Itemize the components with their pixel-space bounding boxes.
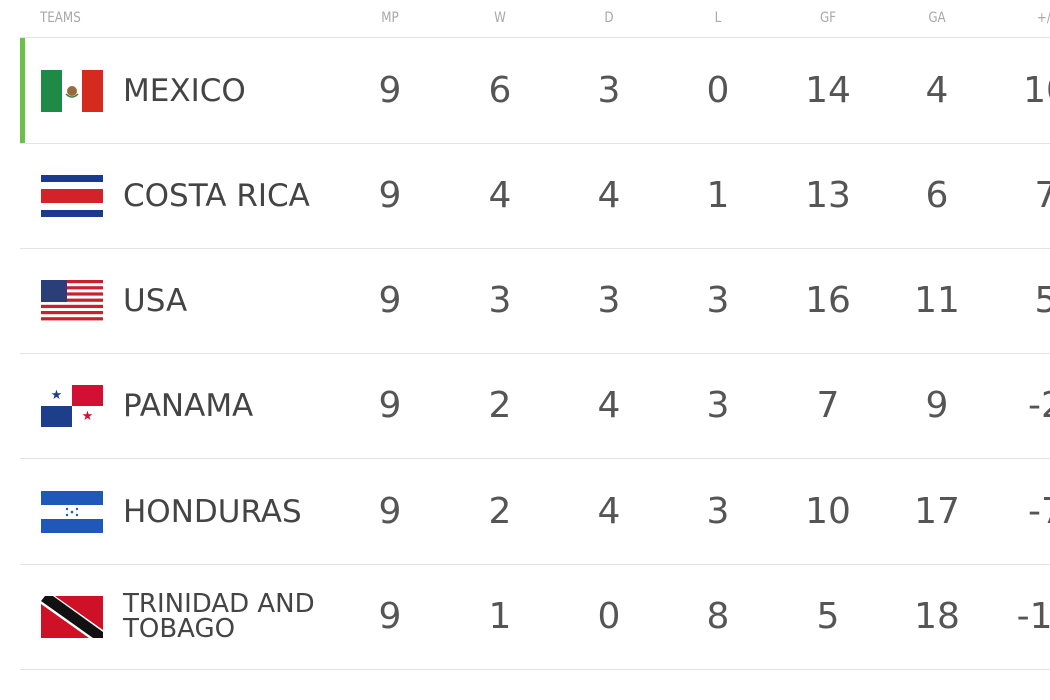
- stat-cell: 0: [706, 70, 730, 111]
- stat-cell: 9: [378, 491, 402, 532]
- stat-cell: 0: [597, 596, 621, 637]
- team-name: MEXICO: [123, 72, 246, 109]
- stat-cell: 18: [914, 596, 960, 637]
- column-header: W: [494, 10, 506, 26]
- stat-cell: 10: [805, 491, 851, 532]
- stat-cell: 9: [378, 596, 402, 637]
- team-name: TRINIDAD AND TOBAGO: [123, 588, 315, 644]
- column-header: MP: [381, 10, 399, 26]
- stat-cell: 10: [1023, 70, 1050, 111]
- column-header: L: [714, 10, 722, 26]
- stat-cell: 4: [488, 175, 512, 216]
- stat-cell: 2: [488, 385, 512, 426]
- team-row: USA 9 3 3 3 16 11 5: [20, 248, 1050, 354]
- stat-cell: -13: [1016, 596, 1050, 637]
- team-row: COSTA RICA 9 4 4 1 13 6 7: [20, 143, 1050, 249]
- team-row: HONDURAS 9 2 4 3 10 17 -7: [20, 459, 1050, 565]
- stat-cell: -7: [1028, 491, 1050, 532]
- stat-cell: 3: [597, 70, 621, 111]
- stat-cell: 13: [805, 175, 851, 216]
- stat-cell: 4: [597, 175, 621, 216]
- stat-cell: 5: [1034, 280, 1050, 321]
- stat-cell: 7: [816, 385, 840, 426]
- column-header: GA: [928, 10, 946, 26]
- stat-cell: 3: [706, 385, 730, 426]
- stat-cell: 3: [706, 491, 730, 532]
- stat-cell: 9: [378, 175, 402, 216]
- column-header: TEAMS: [40, 10, 81, 26]
- stat-cell: 3: [706, 280, 730, 321]
- stat-cell: 16: [805, 280, 851, 321]
- leader-indicator: [20, 38, 25, 143]
- stat-cell: 14: [805, 70, 851, 111]
- team-name: COSTA RICA: [123, 177, 310, 214]
- team-name: HONDURAS: [123, 493, 302, 530]
- stat-cell: 9: [378, 70, 402, 111]
- flag: [41, 596, 103, 638]
- stat-cell: 5: [816, 596, 840, 637]
- stat-cell: 4: [597, 491, 621, 532]
- flag: ★★: [41, 385, 103, 427]
- stat-cell: 4: [925, 70, 949, 111]
- stat-cell: 8: [706, 596, 730, 637]
- stat-cell: 9: [378, 385, 402, 426]
- stat-cell: -2: [1028, 385, 1050, 426]
- column-header: +/-: [1036, 10, 1050, 26]
- stat-cell: 9: [925, 385, 949, 426]
- svg-text:★: ★: [82, 409, 94, 424]
- flag: [41, 70, 103, 112]
- column-header: D: [604, 10, 614, 26]
- flag: [41, 491, 103, 533]
- stat-cell: 9: [378, 280, 402, 321]
- stat-cell: 17: [914, 491, 960, 532]
- svg-text:★: ★: [51, 388, 63, 403]
- column-header: GF: [819, 10, 837, 26]
- header-divider: [20, 37, 1050, 38]
- stat-cell: 4: [597, 385, 621, 426]
- stat-cell: 1: [706, 175, 730, 216]
- stat-cell: 1: [488, 596, 512, 637]
- stat-cell: 2: [488, 491, 512, 532]
- flag: [41, 175, 103, 217]
- stat-cell: 6: [488, 70, 512, 111]
- stat-cell: 11: [914, 280, 960, 321]
- team-row: TRINIDAD AND TOBAGO 9 1 0 8 5 18 -13: [20, 564, 1050, 670]
- team-name: PANAMA: [123, 387, 254, 424]
- team-row: MEXICO 9 6 3 0 14 4 10: [20, 38, 1050, 144]
- stat-cell: 7: [1034, 175, 1050, 216]
- team-name: USA: [123, 282, 188, 319]
- stat-cell: 3: [597, 280, 621, 321]
- stat-cell: 6: [925, 175, 949, 216]
- flag: [41, 280, 103, 322]
- stat-cell: 3: [488, 280, 512, 321]
